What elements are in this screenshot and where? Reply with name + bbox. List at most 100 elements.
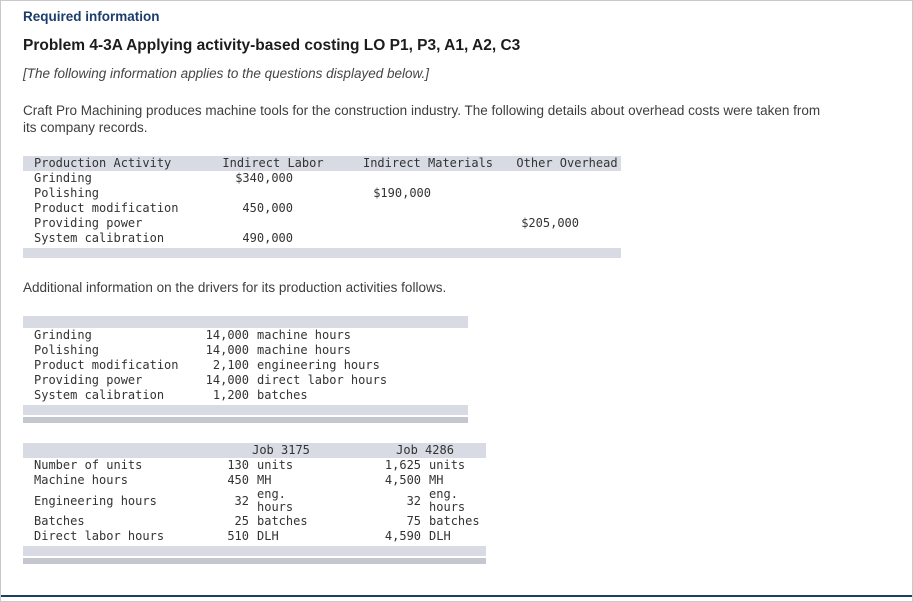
activity-cell: Polishing — [34, 343, 100, 357]
job1-qty-cell: 32 — [234, 493, 249, 508]
other-overhead-cell: $205,000 — [521, 216, 579, 230]
driver-cell: direct labor hours — [257, 373, 388, 387]
job2-qty-cell: 4,500 — [384, 473, 422, 487]
indirect-materials-cell — [343, 231, 513, 246]
indirect-labor-cell — [203, 186, 343, 201]
drivers-table-footer-bar — [23, 405, 468, 415]
indirect-materials-cell — [343, 201, 513, 216]
job2-unit-cell: eng. hours — [429, 488, 466, 514]
job2-qty-cell: 75 — [406, 514, 422, 528]
job2-unit-cell: DLH — [429, 529, 451, 543]
indirect-labor-cell — [203, 216, 343, 231]
indirect-materials-cell — [343, 216, 513, 231]
row-label: Batches — [34, 514, 85, 528]
other-overhead-cell — [513, 201, 621, 216]
quantity-cell: 1,200 — [212, 388, 249, 402]
driver-cell: batches — [257, 388, 308, 402]
table-row: Machine hours 450 MH 4,500 MH — [23, 473, 486, 488]
jobs-table-footer-bar — [23, 546, 486, 556]
col-job-4286: Job 4286 — [364, 443, 487, 458]
other-overhead-cell — [513, 231, 621, 246]
jobs-table-header-row: Job 3175 Job 4286 — [23, 443, 487, 458]
intro-paragraph: Craft Pro Machining produces machine too… — [23, 103, 821, 135]
jobs-table-footer-bar-dark — [23, 558, 486, 564]
job2-qty-cell: 32 — [406, 493, 422, 508]
table-row: Providing power 14,000 direct labor hour… — [23, 373, 468, 388]
jobs-table: Job 3175 Job 4286 Number of units 130 un… — [23, 443, 487, 544]
table-row: Product modification 450,000 — [23, 201, 621, 216]
other-overhead-cell — [513, 186, 621, 201]
table-row: System calibration 490,000 — [23, 231, 621, 246]
quantity-cell: 14,000 — [205, 343, 249, 357]
required-information-label: Required information — [23, 9, 160, 24]
job2-qty-cell: 4,590 — [384, 529, 422, 543]
drivers-table-header-bar — [23, 316, 468, 328]
bottom-divider — [1, 595, 912, 597]
job1-qty-cell: 25 — [234, 514, 249, 528]
job1-unit-cell: batches — [257, 514, 308, 528]
quantity-cell: 2,100 — [212, 358, 249, 372]
table-row: System calibration 1,200 batches — [23, 388, 468, 403]
job1-unit-cell: DLH — [257, 529, 279, 543]
driver-cell: engineering hours — [257, 358, 380, 372]
activity-cell: System calibration — [34, 231, 165, 245]
activity-cell: Product modification — [34, 201, 179, 215]
col-indirect-materials: Indirect Materials — [343, 156, 513, 171]
table-row: Providing power $205,000 — [23, 216, 621, 231]
overhead-table: Production Activity Indirect Labor Indir… — [23, 156, 621, 246]
table-row: Product modification 2,100 engineering h… — [23, 358, 468, 373]
applies-note: [The following information applies to th… — [23, 66, 429, 81]
activity-cell: Grinding — [34, 171, 92, 185]
indirect-materials-cell — [343, 171, 513, 186]
row-label: Number of units — [34, 458, 143, 472]
table-row: Grinding 14,000 machine hours — [23, 328, 468, 343]
row-label: Engineering hours — [34, 493, 157, 508]
activity-cell: Grinding — [34, 328, 92, 342]
quantity-cell: 14,000 — [205, 373, 249, 387]
content-area: Required information Problem 4-3A Applyi… — [1, 1, 912, 564]
indirect-labor-cell: 450,000 — [242, 201, 293, 215]
job1-unit-cell: units — [257, 458, 294, 472]
drivers-note: Additional information on the drivers fo… — [23, 280, 447, 295]
driver-cell: machine hours — [257, 343, 351, 357]
table-row: Engineering hours 32 eng. hours 32 eng. … — [23, 488, 486, 514]
job1-qty-cell: 450 — [227, 473, 249, 487]
table-row: Polishing 14,000 machine hours — [23, 343, 468, 358]
activity-cell: Product modification — [34, 358, 179, 372]
job1-qty-cell: 130 — [227, 458, 249, 472]
driver-cell: machine hours — [257, 328, 351, 342]
quantity-cell: 14,000 — [205, 328, 249, 342]
activity-cell: Polishing — [34, 186, 100, 200]
table-row: Batches 25 batches 75 batches — [23, 514, 486, 529]
problem-title: Problem 4-3A Applying activity-based cos… — [23, 37, 521, 54]
indirect-labor-cell: 490,000 — [242, 231, 293, 245]
table-row: Polishing $190,000 — [23, 186, 621, 201]
other-overhead-cell — [513, 171, 621, 186]
drivers-table-header-row — [23, 316, 468, 328]
table-row: Number of units 130 units 1,625 units — [23, 458, 486, 473]
indirect-labor-cell: $340,000 — [235, 171, 293, 185]
job1-qty-cell: 510 — [227, 529, 249, 543]
row-label: Machine hours — [34, 473, 128, 487]
overhead-table-header-row: Production Activity Indirect Labor Indir… — [23, 156, 621, 171]
table-row: Grinding $340,000 — [23, 171, 621, 186]
job2-qty-cell: 1,625 — [384, 458, 422, 472]
job2-unit-cell: batches — [429, 514, 480, 528]
drivers-table-footer-bar-dark — [23, 417, 468, 423]
job1-unit-cell: MH — [257, 473, 272, 487]
col-production-activity: Production Activity — [23, 156, 203, 171]
col-other-overhead: Other Overhead — [513, 156, 621, 171]
overhead-table-footer-bar — [23, 248, 621, 258]
jobs-table-header-empty — [23, 443, 198, 458]
job2-unit-cell: MH — [429, 473, 444, 487]
activity-cell: Providing power — [34, 216, 143, 230]
row-label: Direct labor hours — [34, 529, 165, 543]
col-job-3175: Job 3175 — [198, 443, 365, 458]
indirect-materials-cell: $190,000 — [373, 186, 431, 200]
job1-unit-cell: eng. hours — [257, 488, 294, 514]
activity-cell: Providing power — [34, 373, 143, 387]
table-row: Direct labor hours 510 DLH 4,590 DLH — [23, 529, 486, 544]
col-indirect-labor: Indirect Labor — [203, 156, 343, 171]
activity-cell: System calibration — [34, 388, 165, 402]
